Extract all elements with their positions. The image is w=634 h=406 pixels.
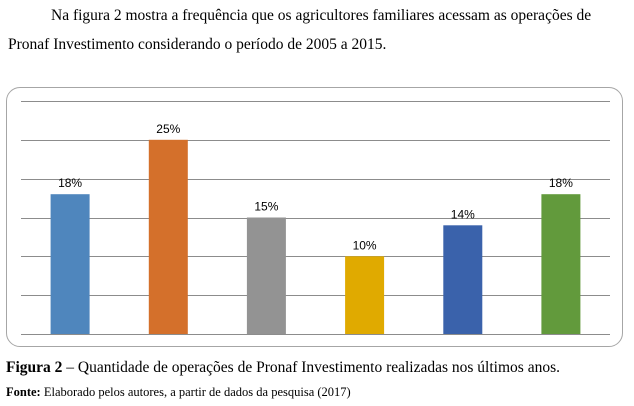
data-label-1: 18% — [58, 176, 82, 190]
paragraph-line-1: Na figura 2 mostra a frequência que os a… — [51, 7, 592, 24]
data-label-4: 10% — [353, 238, 377, 252]
data-label-3: 15% — [254, 200, 278, 214]
bar-5 — [443, 225, 483, 334]
paragraph-line-2: Pronaf Investimento considerando o perío… — [8, 36, 387, 53]
source-text: Elaborado pelos autores, a partir de dad… — [40, 385, 351, 399]
figure-source: Fonte: Elaborado pelos autores, a partir… — [6, 385, 351, 400]
figure-caption: Figura 2 – Quantidade de operações de Pr… — [6, 359, 560, 377]
bar-1 — [50, 194, 90, 334]
data-label-2: 25% — [156, 122, 180, 136]
data-labels: 18% 25% 15% 10% 14% 18% — [58, 122, 573, 253]
chart-frame — [6, 87, 623, 347]
caption-text: – Quantidade de operações de Pronaf Inve… — [62, 359, 560, 376]
gridlines — [21, 101, 610, 335]
data-label-6: 18% — [549, 176, 573, 190]
bar-4 — [345, 256, 385, 334]
source-label: Fonte: — [6, 385, 41, 399]
bar-2 — [148, 139, 188, 334]
bar-6 — [541, 194, 581, 334]
caption-label: Figura 2 — [6, 359, 63, 376]
bar-3 — [246, 217, 286, 334]
bars — [50, 139, 581, 334]
data-label-5: 14% — [451, 207, 475, 221]
